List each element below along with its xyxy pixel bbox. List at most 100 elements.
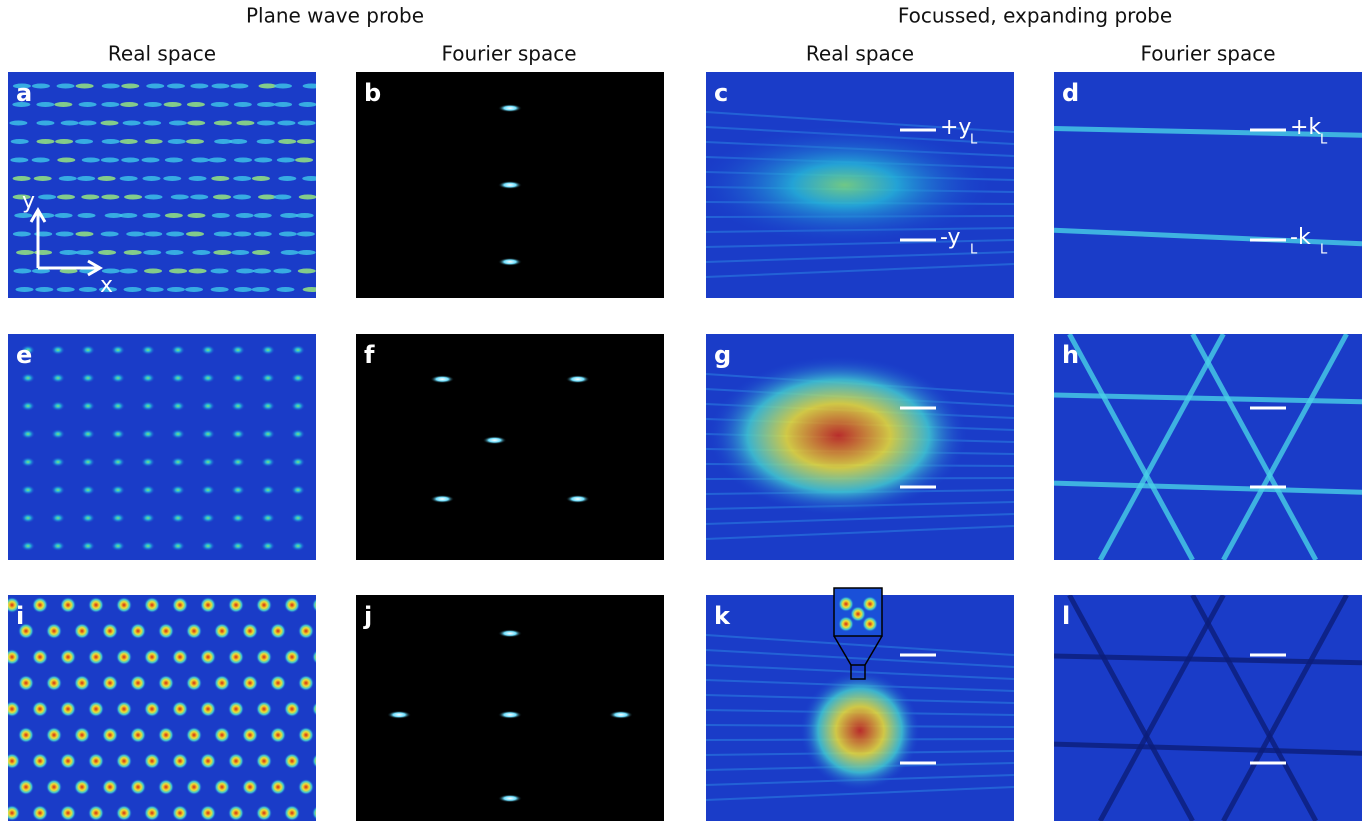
dot <box>256 649 272 665</box>
annotation: +k <box>1290 115 1321 140</box>
dot <box>111 457 125 467</box>
streak <box>59 268 78 274</box>
streak <box>142 176 161 181</box>
streak <box>120 102 139 107</box>
streak <box>274 102 293 107</box>
panel-content <box>706 72 1014 298</box>
spot <box>498 794 522 803</box>
fringe <box>706 525 1014 540</box>
dot <box>51 513 65 523</box>
streak <box>251 287 270 292</box>
inset-source <box>850 664 866 680</box>
streak <box>119 139 138 144</box>
inset-spot <box>838 596 854 612</box>
dot <box>171 345 185 355</box>
dot <box>130 675 146 691</box>
spot <box>498 104 522 113</box>
dot <box>8 649 20 665</box>
dot <box>326 779 342 795</box>
streak <box>252 268 271 274</box>
spot <box>498 257 522 266</box>
panel-content <box>1054 595 1362 821</box>
streak <box>12 176 31 181</box>
image-panel: d <box>1054 72 1362 298</box>
dot <box>144 753 160 769</box>
dot <box>186 779 202 795</box>
intensity <box>708 355 969 516</box>
fringe-line <box>1190 334 1318 560</box>
fringe-line <box>1098 595 1226 821</box>
dot <box>8 753 20 769</box>
fringe-line <box>1054 480 1362 495</box>
streak <box>121 83 140 89</box>
image-panel: j <box>356 595 664 821</box>
image-panel: g <box>706 334 1014 560</box>
streak <box>81 157 100 163</box>
streak <box>10 157 29 163</box>
fringe <box>706 251 1014 263</box>
spot <box>608 710 633 719</box>
fringe <box>706 634 1014 656</box>
streak <box>75 83 94 89</box>
dot <box>171 429 185 439</box>
fringe <box>706 786 1014 801</box>
dot <box>261 485 275 495</box>
dot <box>32 753 48 769</box>
streak <box>188 176 207 181</box>
streak <box>81 194 100 200</box>
streak <box>235 213 254 218</box>
dot <box>18 675 34 691</box>
streak <box>278 139 297 144</box>
panel-label: b <box>364 79 381 107</box>
dot <box>298 675 314 691</box>
intensity <box>706 125 995 245</box>
fringe-line <box>1221 595 1349 821</box>
group-header: Focussed, expanding probe <box>898 4 1172 28</box>
annotation-subscript: L <box>970 243 978 258</box>
streak <box>191 157 210 163</box>
annotation: -y <box>940 225 961 250</box>
dot <box>111 485 125 495</box>
dot <box>88 753 104 769</box>
streak <box>101 268 120 274</box>
dot <box>200 805 216 821</box>
dot <box>291 485 305 495</box>
dot <box>81 429 95 439</box>
spot <box>498 181 522 189</box>
fringe <box>706 649 1014 668</box>
panel-background <box>8 334 316 560</box>
annotation: -k <box>1290 225 1311 250</box>
streak <box>302 287 316 292</box>
streak <box>276 157 295 163</box>
streak <box>104 213 123 218</box>
streak <box>100 157 119 163</box>
panels: a b c d e f g h i j k l <box>8 72 1362 821</box>
streak <box>100 231 119 237</box>
streak <box>167 139 186 144</box>
streak <box>213 231 232 237</box>
panel-content <box>8 72 316 298</box>
dot <box>214 623 230 639</box>
annotation-subscript: L <box>970 133 978 148</box>
streak <box>297 250 316 255</box>
panel-content <box>1054 72 1362 298</box>
panel-label: f <box>364 341 375 369</box>
streak <box>210 268 229 274</box>
streak <box>75 231 94 237</box>
dot <box>201 457 215 467</box>
dot <box>291 345 305 355</box>
dot <box>88 805 104 821</box>
streak <box>278 176 297 181</box>
dot <box>116 701 132 717</box>
dot <box>326 727 342 743</box>
dot <box>261 401 275 411</box>
dot <box>144 649 160 665</box>
dot <box>111 345 125 355</box>
streak <box>9 120 28 126</box>
dot <box>158 779 174 795</box>
fringe-line <box>1054 126 1362 138</box>
panel-label: h <box>1062 341 1079 369</box>
overlays: yx+yL-y L+kL-k L <box>22 115 1328 765</box>
streak <box>123 287 142 292</box>
streak <box>126 231 145 237</box>
